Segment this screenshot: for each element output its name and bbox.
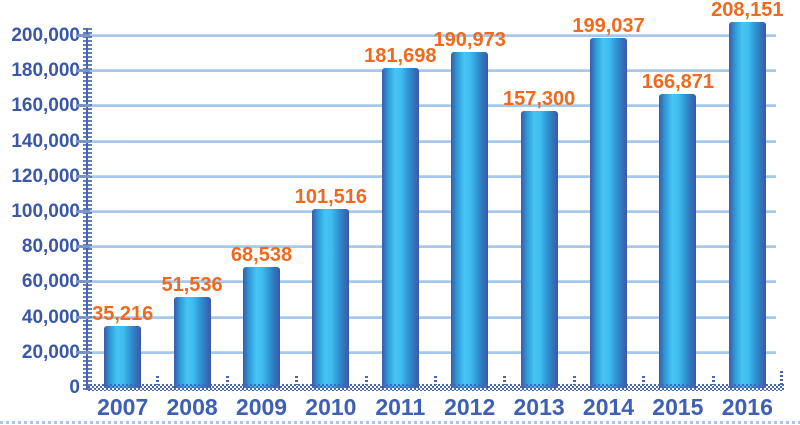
y-tick-label-60,000: 60,000 bbox=[21, 271, 80, 293]
y-axis-labels: 0 20,000 40,000 60,000 80,000 100,000 120,000 1… bbox=[0, 0, 80, 398]
x-axis-line bbox=[88, 384, 784, 391]
bar-2013 bbox=[520, 111, 558, 388]
x-minor-tick bbox=[434, 376, 437, 385]
gridline-40,000 bbox=[88, 315, 776, 319]
x-minor-tick bbox=[503, 376, 507, 385]
x-tick-label-2009: 2009 bbox=[235, 394, 288, 420]
x-tick-label-2008: 2008 bbox=[166, 394, 218, 420]
x-tick-label-2013: 2013 bbox=[513, 394, 565, 420]
y-tick-label-140,000: 140,000 bbox=[11, 130, 80, 152]
x-minor-tick bbox=[364, 376, 368, 385]
bar-2016 bbox=[728, 21, 766, 388]
value-label-2011: 181,698 bbox=[364, 45, 437, 68]
y-tick-label-20,000: 20,000 bbox=[21, 341, 80, 363]
gridline-200,000 bbox=[88, 34, 776, 37]
value-label-2007: 35,216 bbox=[92, 303, 154, 326]
bar-2015 bbox=[659, 94, 697, 388]
x-axis-labels: 2007 2008 2009 2010 2011 2012 2013 2014 2015 2016 bbox=[88, 394, 782, 422]
y-tick-label-0: 0 bbox=[69, 377, 80, 398]
y-tick-label-200,000: 200,000 bbox=[11, 25, 80, 46]
x-tick-label-2007: 2007 bbox=[97, 394, 149, 420]
x-minor-tick bbox=[642, 376, 646, 385]
gridline-160,000 bbox=[88, 104, 776, 108]
value-label-2014: 199,037 bbox=[572, 14, 645, 37]
value-label-2015: 166,871 bbox=[641, 71, 715, 94]
x-minor-tick bbox=[295, 376, 299, 385]
y-major-tick bbox=[76, 69, 90, 73]
bar-2011 bbox=[381, 68, 419, 388]
y-tick-label-120,000: 120,000 bbox=[11, 165, 80, 187]
value-label-2008: 51,536 bbox=[161, 274, 223, 297]
bar-2009 bbox=[243, 267, 280, 388]
plot-area: 35,216 51,536 68,538 101,516 181,698 190,973 1… bbox=[76, 0, 784, 391]
x-minor-tick bbox=[156, 376, 160, 385]
gridline-80,000 bbox=[88, 245, 776, 249]
y-major-tick bbox=[76, 34, 90, 37]
value-label-2016: 208,151 bbox=[711, 0, 784, 21]
y-major-tick bbox=[76, 174, 90, 178]
bar-2010 bbox=[312, 209, 350, 388]
gridline-140,000 bbox=[88, 139, 776, 143]
y-tick-label-100,000: 100,000 bbox=[11, 201, 80, 222]
gridline-100,000 bbox=[88, 210, 776, 213]
bar-2012 bbox=[451, 51, 489, 388]
gridline-20,000 bbox=[88, 350, 776, 354]
y-major-tick bbox=[76, 210, 90, 213]
bottom-border bbox=[0, 421, 800, 424]
value-label-2013: 157,300 bbox=[502, 88, 576, 111]
y-major-tick bbox=[76, 350, 90, 354]
y-major-tick bbox=[76, 104, 90, 108]
y-tick-label-40,000: 40,000 bbox=[21, 306, 80, 328]
x-tick-label-2011: 2011 bbox=[375, 394, 426, 420]
x-tick-label-2015: 2015 bbox=[652, 394, 704, 420]
gridline-60,000 bbox=[88, 280, 776, 284]
x-minor-tick bbox=[711, 376, 715, 385]
x-minor-tick bbox=[572, 376, 576, 385]
x-axis-end-tick bbox=[780, 371, 783, 385]
x-tick-label-2012: 2012 bbox=[444, 394, 496, 420]
gridline-120,000 bbox=[88, 174, 776, 178]
value-label-2012: 190,973 bbox=[433, 28, 506, 51]
value-label-2009: 68,538 bbox=[230, 244, 293, 267]
y-major-tick bbox=[76, 245, 90, 249]
bar-2008 bbox=[173, 297, 211, 388]
value-label-2010: 101,516 bbox=[294, 186, 368, 209]
y-major-tick bbox=[76, 315, 90, 319]
y-tick-label-160,000: 160,000 bbox=[11, 95, 80, 117]
bar-2014 bbox=[590, 37, 627, 388]
y-axis-line bbox=[83, 28, 92, 390]
y-major-tick bbox=[76, 280, 90, 284]
x-tick-label-2016: 2016 bbox=[721, 394, 773, 420]
x-tick-label-2014: 2014 bbox=[582, 394, 635, 420]
x-tick-label-2010: 2010 bbox=[305, 394, 357, 420]
gridline-180,000 bbox=[88, 69, 776, 73]
bar-2007 bbox=[104, 326, 142, 388]
x-minor-tick bbox=[225, 376, 229, 385]
y-tick-label-180,000: 180,000 bbox=[11, 60, 80, 82]
y-tick-label-80,000: 80,000 bbox=[21, 236, 80, 258]
y-major-tick bbox=[76, 139, 90, 143]
